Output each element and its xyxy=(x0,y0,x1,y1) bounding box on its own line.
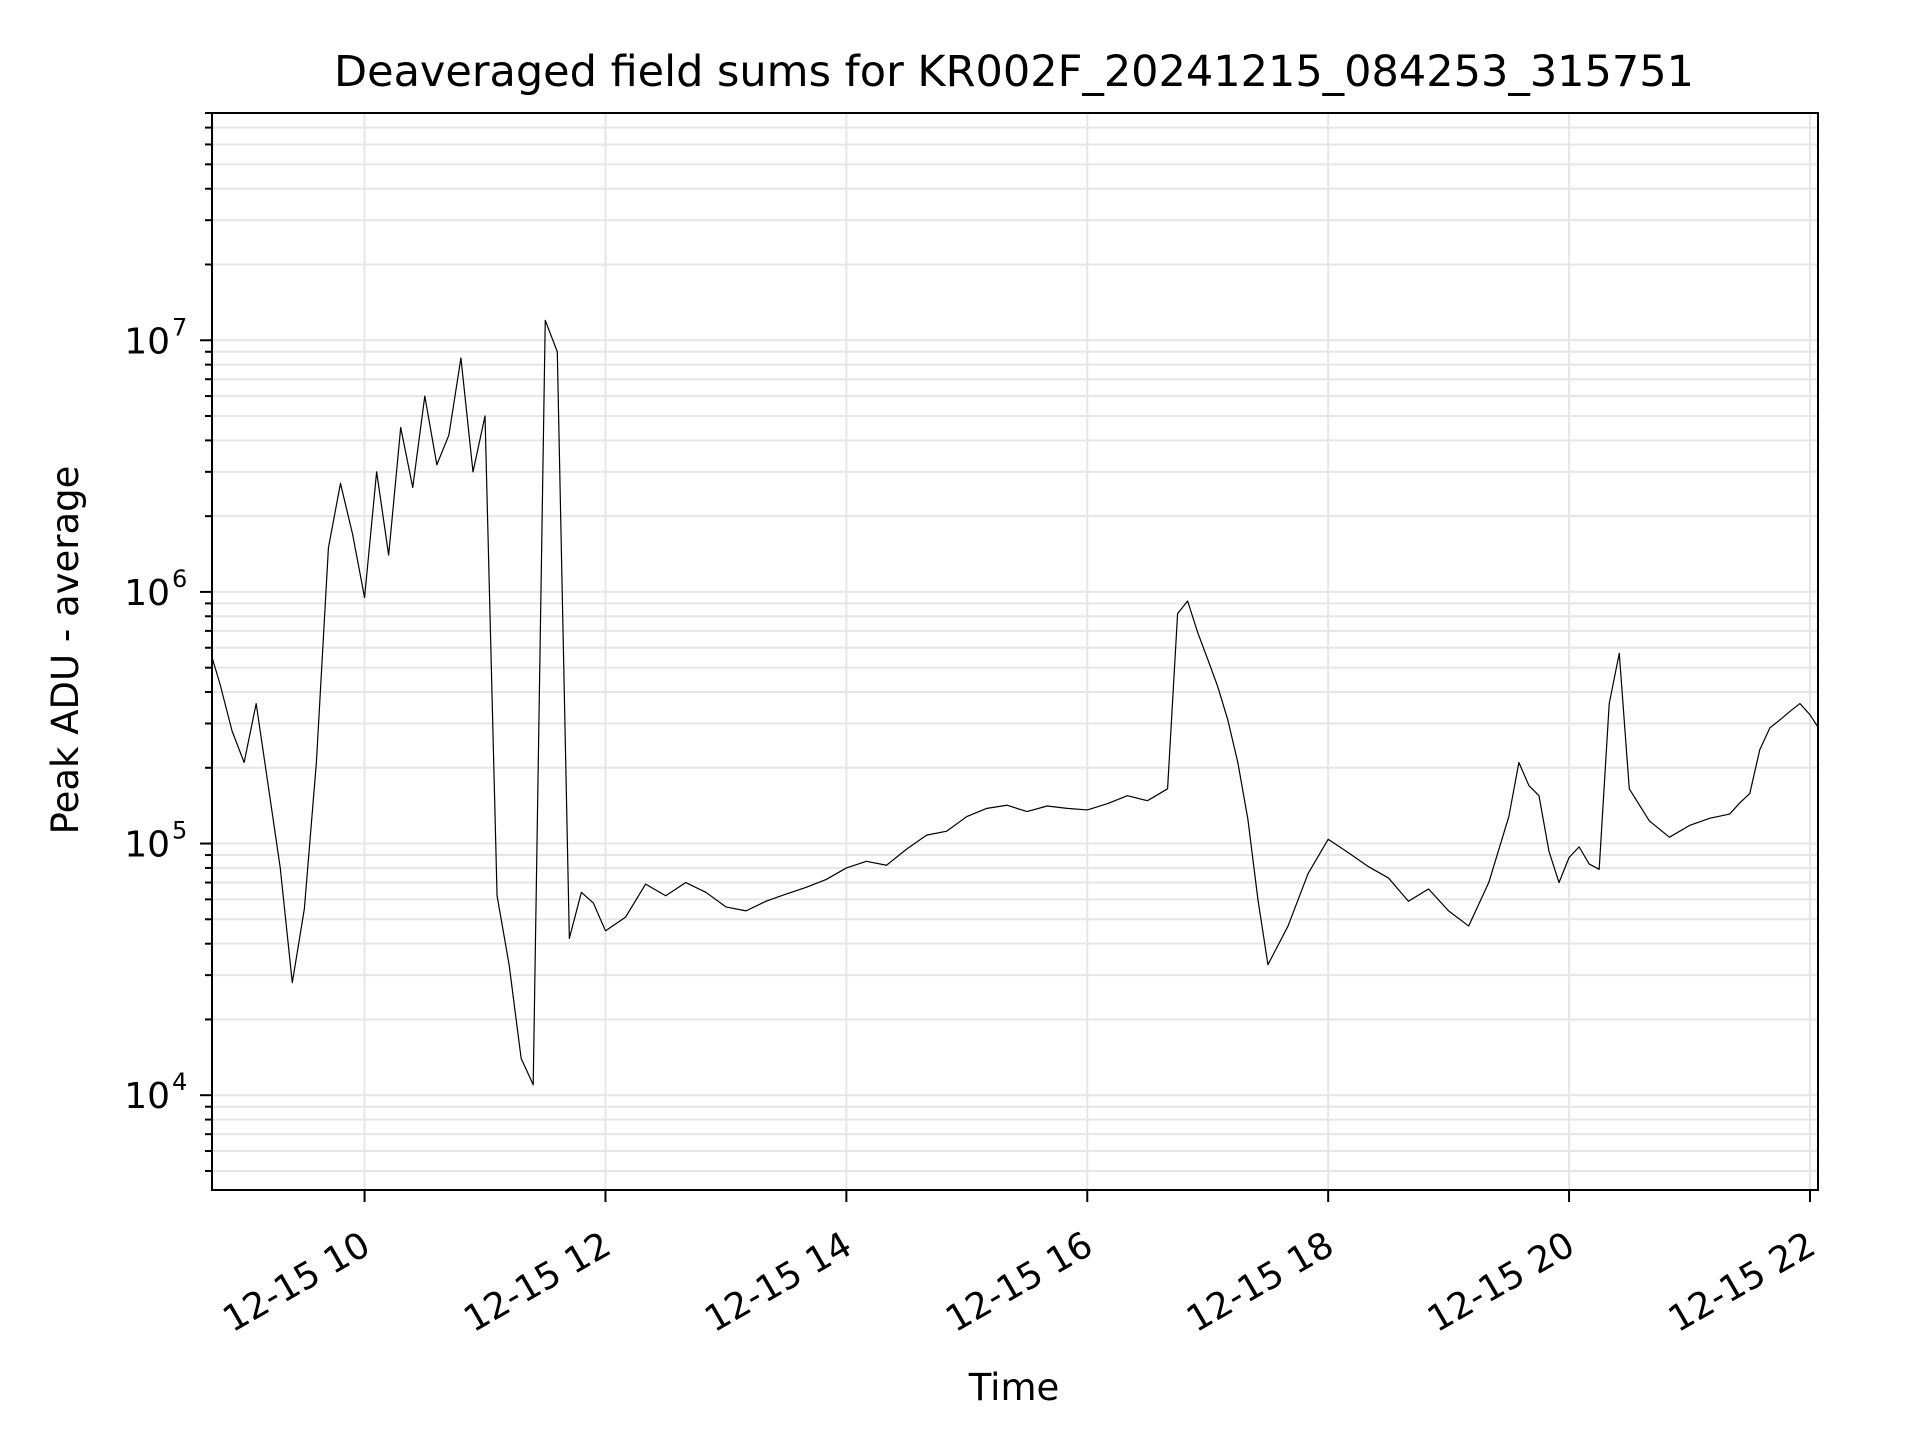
y-tick-exponent: 5 xyxy=(172,817,187,845)
y-tick-exponent: 4 xyxy=(172,1068,187,1096)
series-line xyxy=(211,319,1819,1086)
x-tick-label: 12-15 16 xyxy=(939,1224,1100,1340)
y-tick-base: 10 xyxy=(124,1076,170,1117)
x-tick-label: 12-15 22 xyxy=(1662,1224,1823,1340)
y-tick-base: 10 xyxy=(124,573,170,614)
plot-frame xyxy=(211,112,1819,1191)
x-tick-label: 12-15 10 xyxy=(216,1224,377,1340)
y-tick-exponent: 6 xyxy=(172,565,187,593)
y-tick-base: 10 xyxy=(124,825,170,866)
y-tick-label: 10 6 xyxy=(124,565,187,614)
x-tick-label: 12-15 14 xyxy=(698,1224,859,1340)
x-axis-label: Time xyxy=(968,1366,1060,1409)
y-tick-label: 10 4 xyxy=(124,1068,187,1117)
ticks-layer: 12-15 10 12-15 12 12-15 14 12-15 16 12-15 18… xyxy=(124,112,1823,1341)
chart-title: Deaveraged field sums for KR002F_2024121… xyxy=(334,47,1694,97)
x-tick-label: 12-15 18 xyxy=(1180,1224,1341,1340)
y-tick-base: 10 xyxy=(124,321,170,362)
y-axis-label: Peak ADU - average xyxy=(44,466,87,835)
x-tick-label: 12-15 12 xyxy=(457,1224,618,1340)
y-tick-exponent: 7 xyxy=(172,313,187,341)
y-tick-label: 10 5 xyxy=(124,817,187,866)
x-tick-label: 12-15 20 xyxy=(1421,1224,1582,1340)
grid-layer xyxy=(212,112,1818,1190)
y-tick-label: 10 7 xyxy=(124,313,187,362)
